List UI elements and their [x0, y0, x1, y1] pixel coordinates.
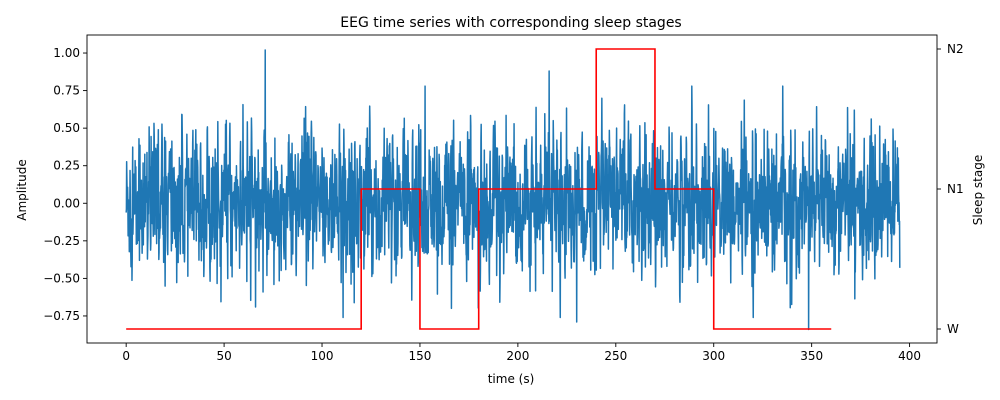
y-tick-label: −0.50: [43, 271, 80, 285]
chart-title: EEG time series with corresponding sleep…: [340, 15, 681, 31]
x-tick-label: 200: [506, 349, 529, 363]
right-tick-label: N1: [947, 182, 964, 196]
eeg-series-line: [125, 49, 901, 331]
y-tick-label: 0.50: [53, 121, 80, 135]
x-tick-label: 300: [702, 349, 725, 363]
x-tick-label: 50: [216, 349, 231, 363]
y-tick-label: 0.25: [53, 159, 80, 173]
right-tick-label: N2: [947, 42, 964, 56]
x-tick-label: 0: [122, 349, 130, 363]
right-tick-label: W: [947, 322, 959, 336]
axes: 0 50 100 150 200 250 300 350 400 −0.75 −0.50 −0.25 0…: [43, 34, 964, 363]
x-tick-label: 150: [408, 349, 431, 363]
y-tick-label: 0.00: [53, 196, 80, 210]
plot-area: [125, 48, 901, 331]
sleep-stage-line: [126, 48, 832, 330]
right-axis-label: Sleep stage: [971, 155, 985, 225]
x-axis-label: time (s): [488, 372, 535, 386]
x-tick-label: 350: [800, 349, 823, 363]
y-tick-label: 0.75: [53, 84, 80, 98]
x-tick-label: 400: [898, 349, 921, 363]
y-tick-label: −0.25: [43, 234, 80, 248]
y-tick-label: 1.00: [53, 46, 80, 60]
y-tick-label: −0.75: [43, 309, 80, 323]
x-tick-label: 250: [604, 349, 627, 363]
y-axis-label: Amplitude: [15, 159, 29, 221]
x-tick-label: 100: [311, 349, 334, 363]
